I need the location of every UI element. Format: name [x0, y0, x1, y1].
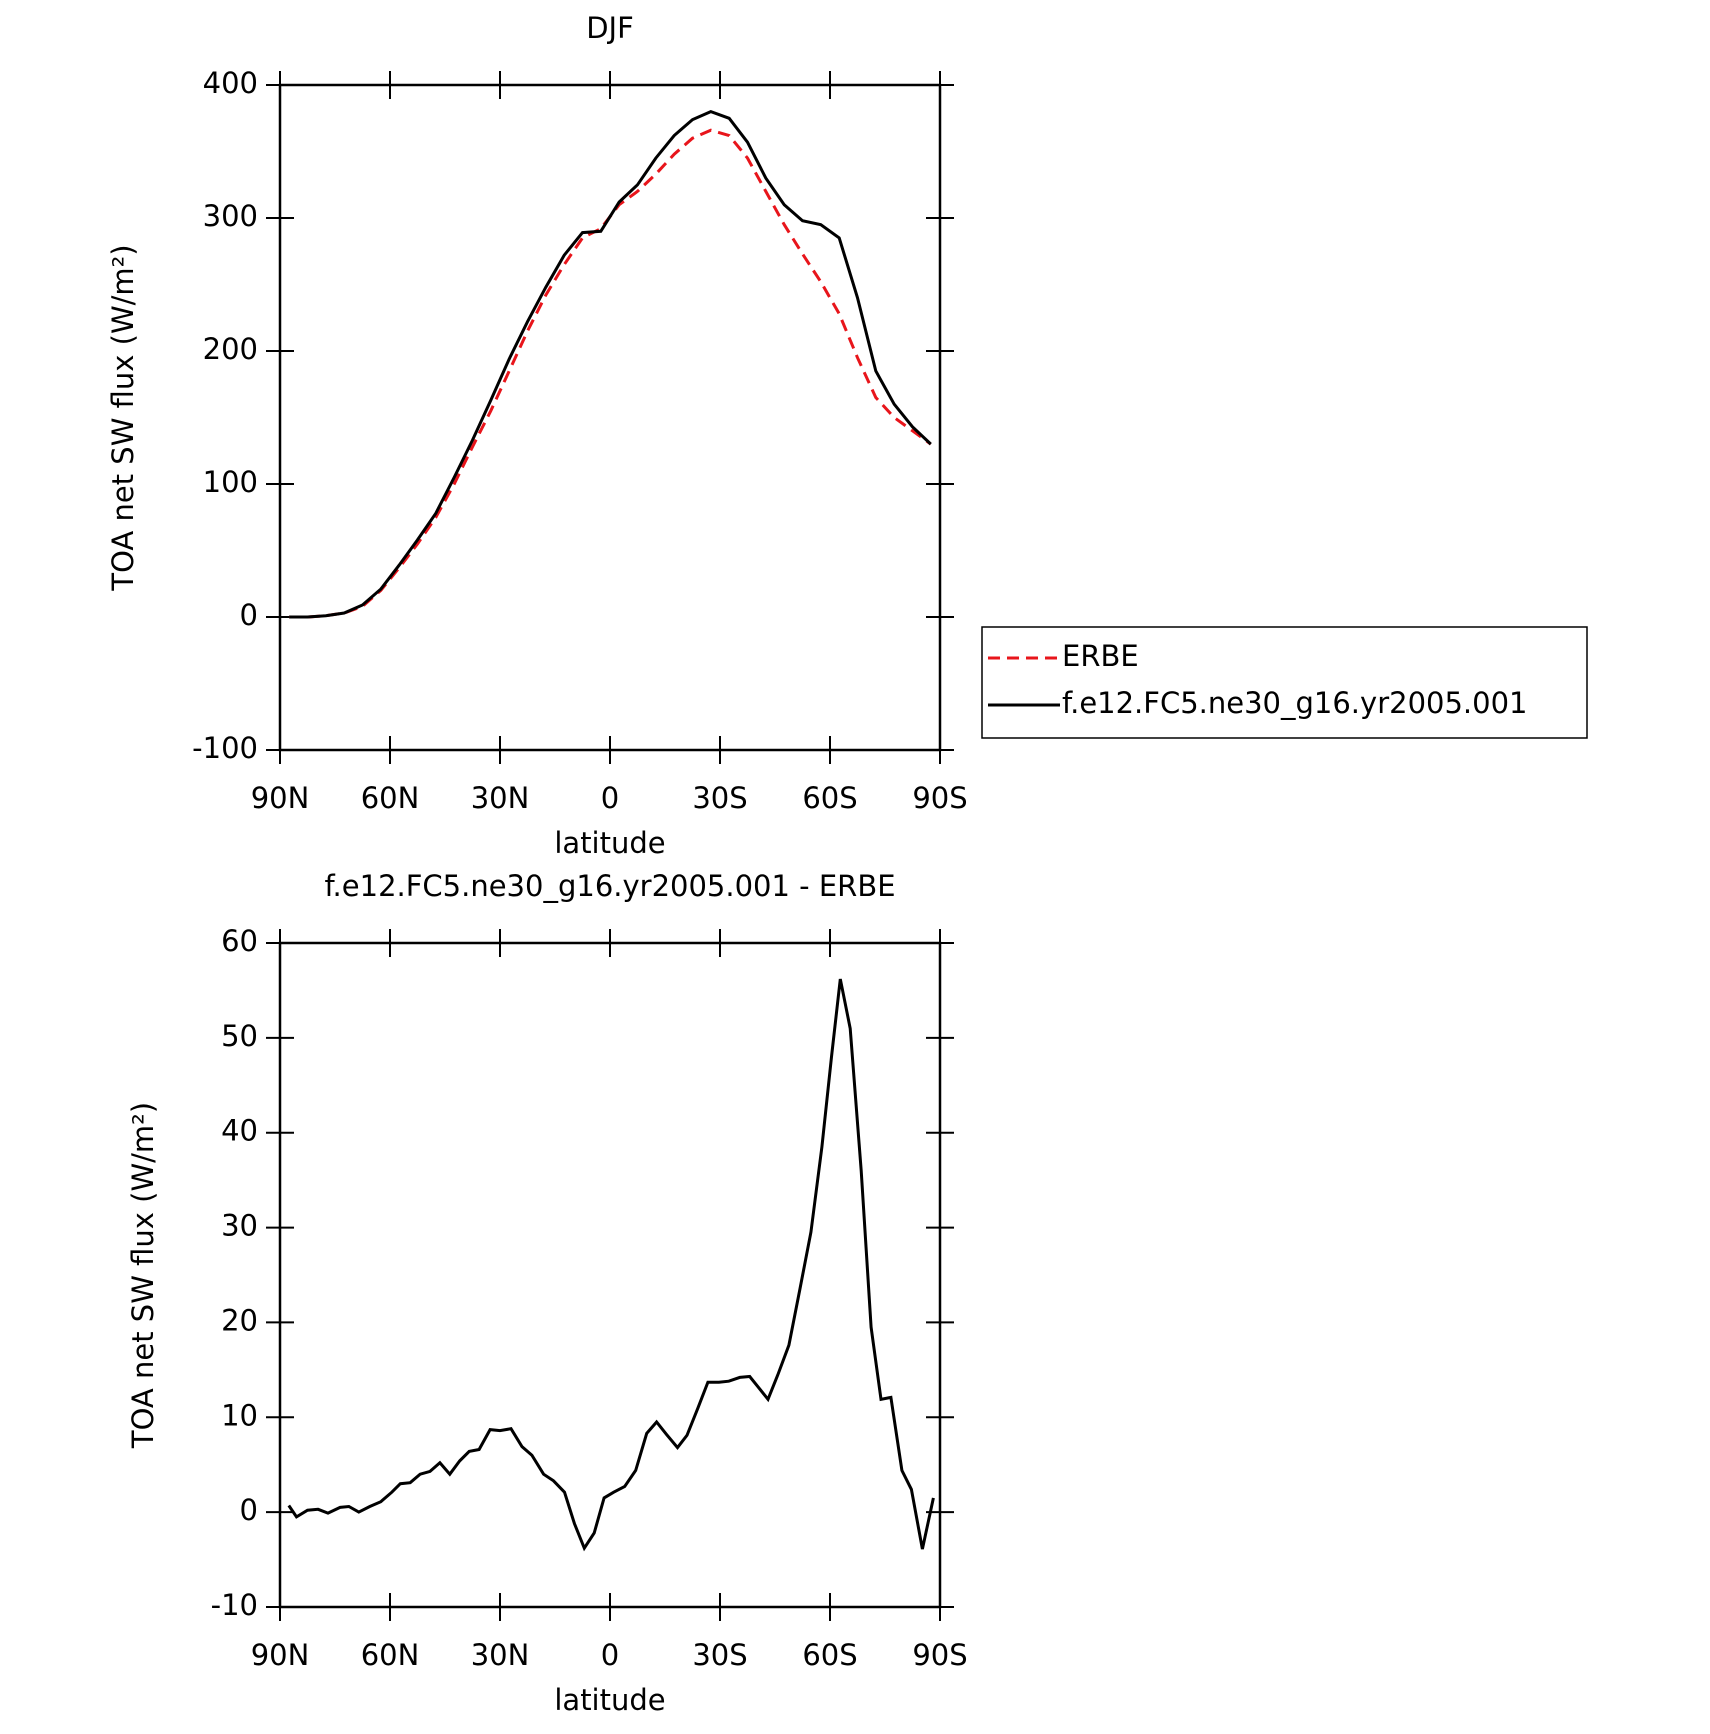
x-tick-label: 30S	[692, 1638, 747, 1672]
x-tick-label: 30S	[692, 781, 747, 815]
y-tick-label: 10	[221, 1398, 258, 1432]
legend-box	[981, 626, 1588, 739]
y-tick-label: -100	[192, 731, 258, 765]
x-tick-label: 90N	[251, 1638, 310, 1672]
x-tick-label: 90S	[912, 781, 967, 815]
y-tick-label: 300	[203, 199, 258, 233]
legend-label: ERBE	[1062, 639, 1139, 673]
plot-frame	[278, 83, 942, 752]
y-tick-label: -10	[211, 1588, 258, 1622]
data-line	[289, 128, 932, 619]
x-tick-label: 60S	[802, 1638, 857, 1672]
x-axis-label: latitude	[554, 1683, 665, 1717]
y-tick-label: 0	[240, 598, 258, 632]
x-tick-label: 30N	[471, 781, 530, 815]
y-tick-label: 100	[203, 465, 258, 499]
y-tick-label: 20	[221, 1303, 258, 1337]
x-tick-label: 90N	[251, 781, 310, 815]
plot-frame	[278, 941, 942, 1609]
y-tick-label: 60	[221, 924, 258, 958]
x-tick-label: 60N	[361, 781, 420, 815]
y-tick-label: 200	[203, 332, 258, 366]
data-line	[287, 978, 935, 1552]
chart-title: f.e12.FC5.ne30_g16.yr2005.001 - ERBE	[324, 869, 895, 903]
y-tick-label: 30	[221, 1209, 258, 1243]
data-line	[289, 109, 932, 619]
y-tick-label: 400	[203, 66, 258, 100]
y-axis-label: TOA net SW flux (W/m²)	[106, 244, 140, 591]
y-tick-label: 50	[221, 1019, 258, 1053]
x-tick-label: 0	[601, 781, 619, 815]
x-tick-label: 90S	[912, 1638, 967, 1672]
x-tick-label: 30N	[471, 1638, 530, 1672]
y-axis-label: TOA net SW flux (W/m²)	[126, 1102, 160, 1449]
x-tick-label: 60S	[802, 781, 857, 815]
y-tick-label: 40	[221, 1114, 258, 1148]
chart-title: DJF	[586, 11, 634, 45]
y-tick-label: 0	[240, 1493, 258, 1527]
x-tick-label: 60N	[361, 1638, 420, 1672]
x-axis-label: latitude	[554, 826, 665, 860]
x-tick-label: 0	[601, 1638, 619, 1672]
legend-label: f.e12.FC5.ne30_g16.yr2005.001	[1062, 686, 1528, 720]
